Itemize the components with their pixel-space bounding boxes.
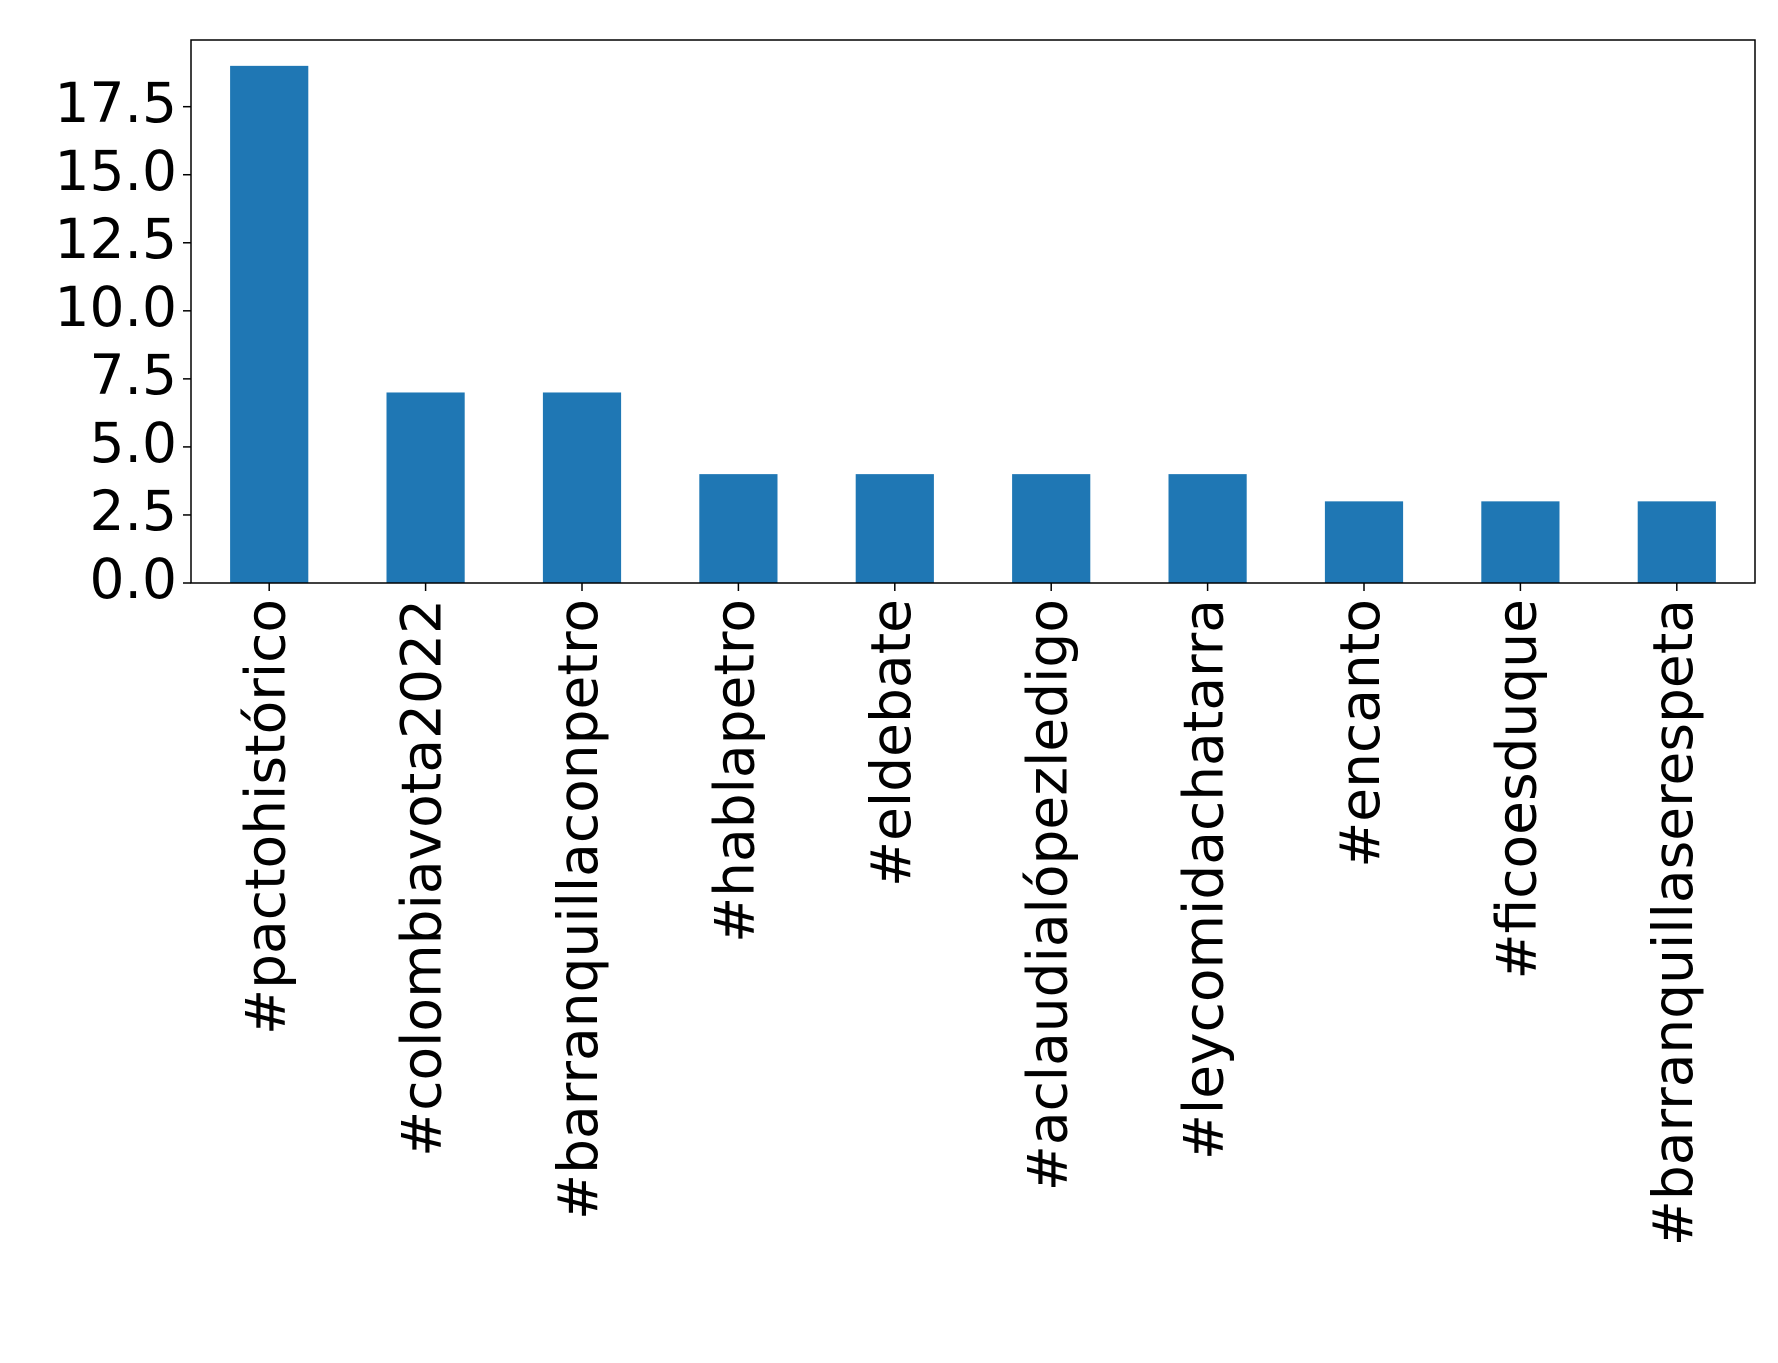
- x-tick-label: #colombiavota2022: [390, 599, 454, 1157]
- y-tick-label: 5.0: [90, 411, 177, 475]
- plot-frame: [190, 39, 1756, 584]
- y-tick-label: 17.5: [55, 71, 177, 135]
- y-tick-label: 0.0: [90, 547, 177, 611]
- x-tick-label: #hablapetro: [703, 599, 767, 943]
- y-tick-label: 15.0: [55, 139, 177, 203]
- x-tick-label: #eldebate: [859, 599, 923, 887]
- bar: [542, 392, 622, 583]
- x-tick-label: #encanto: [1328, 599, 1392, 868]
- x-tick-label: #leycomidachatarra: [1172, 599, 1236, 1160]
- x-tick-label: #ficoesduque: [1485, 599, 1549, 980]
- x-tick-label: #barranquillaconpetro: [546, 599, 610, 1220]
- bar: [1012, 474, 1091, 583]
- bar: [699, 474, 778, 583]
- x-tick-label: #pactohistórico: [233, 599, 297, 1035]
- bar: [230, 65, 309, 584]
- x-tick-label: #barranquillaserespeta: [1641, 599, 1705, 1246]
- bar: [1481, 501, 1560, 583]
- bar: [1324, 501, 1404, 583]
- y-tick-label: 10.0: [55, 275, 177, 339]
- bar: [1168, 474, 1247, 583]
- bar: [855, 474, 934, 583]
- y-tick-label: 2.5: [90, 479, 177, 543]
- bar: [1637, 501, 1716, 583]
- bar: [386, 392, 465, 583]
- x-tick-label: #aclaudialópezledigo: [1015, 599, 1079, 1191]
- y-tick-label: 7.5: [90, 343, 177, 407]
- y-tick-label: 12.5: [55, 207, 177, 271]
